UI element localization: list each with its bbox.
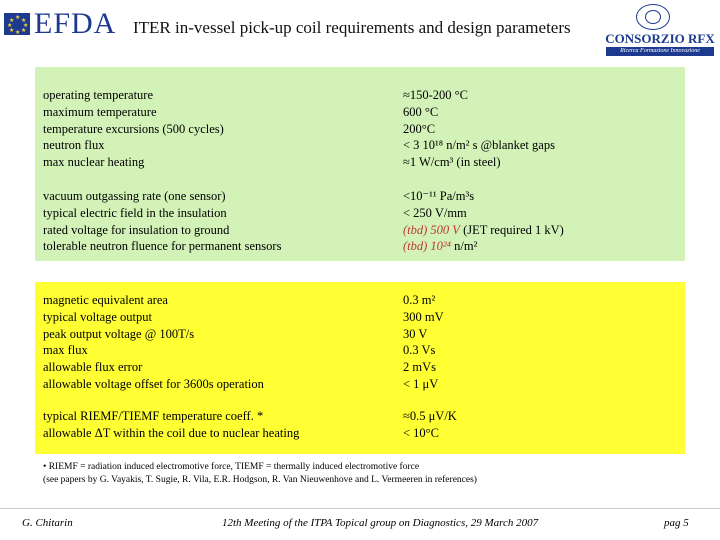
design-parameters-panel: magnetic equivalent area 0.3 m² typical v…	[35, 282, 685, 454]
page-title: ITER in-vessel pick-up coil requirements…	[133, 18, 571, 37]
thermal-neutron-group: operating temperature ≈150-200 °C maximum…	[43, 87, 673, 171]
table-row: neutron flux < 3 10¹⁸ n/m² s @blanket gap…	[43, 138, 555, 153]
vacuum-insulation-group: vacuum outgassing rate (one sensor) <10⁻¹…	[43, 188, 673, 255]
footnote-definitions: • RIEMF = radiation induced electromotiv…	[43, 462, 420, 472]
rfx-logo-name: CONSORZIO RFX	[605, 31, 715, 46]
tbd-value: (tbd) 10²⁴	[403, 239, 452, 254]
eu-flag-icon: ★ ★ ★ ★ ★ ★ ★ ★	[4, 13, 30, 36]
rfx-logo-tagline: Ricerca Formazione Innovazione	[606, 47, 714, 56]
table-row: vacuum outgassing rate (one sensor) <10⁻¹…	[43, 189, 475, 203]
table-row: rated voltage for insulation to ground (t…	[43, 222, 564, 237]
efda-logo-text: EFDA	[34, 7, 117, 40]
tbd-value: (tbd) 500 V	[403, 222, 460, 237]
efda-logo: ★ ★ ★ ★ ★ ★ ★ ★ EFDA	[4, 7, 117, 40]
footer-divider	[0, 508, 720, 509]
table-row: temperature excursions (500 cycles) 200°C	[43, 121, 436, 136]
footnote-references: (see papers by G. Vayakis, T. Sugie, R. …	[43, 475, 477, 485]
table-row: max flux 0.3 Vs	[43, 343, 436, 358]
footer-author: G. Chitarin	[22, 517, 73, 529]
table-row: magnetic equivalent area 0.3 m²	[43, 293, 436, 307]
temperature-coeff-group: typical RIEMF/TIEMF temperature coeff. *…	[43, 408, 673, 442]
environment-requirements-panel: operating temperature ≈150-200 °C maximum…	[35, 67, 685, 261]
table-row: typical electric field in the insulation…	[43, 205, 467, 220]
table-row: max nuclear heating ≈1 W/cm³ (in steel)	[43, 155, 501, 170]
table-row: allowable ΔT within the coil due to nucl…	[43, 425, 440, 440]
table-row: allowable voltage offset for 3600s opera…	[43, 376, 439, 391]
slide-header: ★ ★ ★ ★ ★ ★ ★ ★ EFDA ITER in-vessel pick…	[0, 0, 720, 60]
footer-meeting: 12th Meeting of the ITPA Topical group o…	[222, 517, 539, 529]
rfx-emblem-icon	[636, 4, 670, 30]
footnote: • RIEMF = radiation induced electromotiv…	[43, 461, 477, 487]
coil-output-group: magnetic equivalent area 0.3 m² typical v…	[43, 292, 673, 393]
table-row: maximum temperature 600 °C	[43, 104, 439, 119]
page-number: pag 5	[664, 517, 689, 529]
table-row: typical voltage output 300 mV	[43, 309, 444, 324]
table-row: operating temperature ≈150-200 °C	[43, 88, 468, 102]
table-row: tolerable neutron fluence for permanent …	[43, 239, 478, 254]
table-row: peak output voltage @ 100T/s 30 V	[43, 326, 428, 341]
table-row: allowable flux error 2 mVs	[43, 360, 436, 375]
table-row: typical RIEMF/TIEMF temperature coeff. *…	[43, 409, 457, 423]
consorzio-rfx-logo: CONSORZIO RFX Ricerca Formazione Innovaz…	[604, 4, 716, 56]
